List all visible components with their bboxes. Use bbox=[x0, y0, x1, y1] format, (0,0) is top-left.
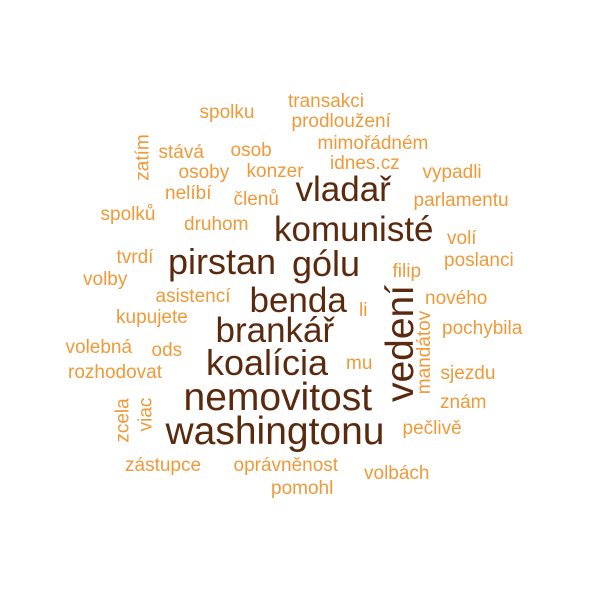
word-benda: benda bbox=[249, 280, 347, 320]
word-idnes-cz: idnes.cz bbox=[330, 152, 400, 174]
word-golu: gólu bbox=[292, 243, 361, 284]
word-mu: mu bbox=[346, 352, 373, 374]
word-opravnenost: oprávněnost bbox=[233, 454, 339, 476]
word-znam: znám bbox=[440, 391, 487, 413]
word-kupujete: kupujete bbox=[116, 306, 188, 328]
word-stava: stává bbox=[158, 141, 204, 163]
word-osoby: osoby bbox=[178, 161, 230, 183]
word-druhom: druhom bbox=[184, 213, 249, 235]
word-spolku: spolků bbox=[100, 203, 156, 225]
word-li: li bbox=[359, 299, 368, 321]
word-parlamentu: parlamentu bbox=[413, 189, 509, 211]
word-osob: osob bbox=[230, 139, 272, 161]
word-pomohl: pomohl bbox=[271, 477, 334, 499]
word-ods: ods bbox=[151, 339, 183, 361]
word-sjezdu: sjezdu bbox=[440, 362, 496, 384]
word-pochybila: pochybila bbox=[442, 317, 523, 339]
word-konzer: konzer bbox=[246, 160, 304, 182]
word-zastupce: zástupce bbox=[125, 454, 202, 476]
word-nelibi: nelíbí bbox=[165, 182, 212, 204]
word-nemovitost: nemovitost bbox=[183, 375, 373, 419]
word-mimoradnem: mimořádném bbox=[317, 132, 429, 154]
word-koalicia: koalícia bbox=[206, 342, 329, 383]
word-noveho: nového bbox=[425, 287, 488, 309]
word-zatim: zatím bbox=[132, 133, 154, 181]
word-washingtonu: washingtonu bbox=[165, 409, 385, 453]
word-prodlouzeni: prodloužení bbox=[291, 110, 391, 132]
word-vypadli: vypadli bbox=[422, 161, 482, 183]
word-rozhodovat: rozhodovat bbox=[68, 361, 163, 383]
word-komuniste: komunisté bbox=[274, 209, 434, 249]
word-voli: volí bbox=[447, 227, 477, 249]
word-clenu: členů bbox=[233, 188, 279, 210]
word-volbach: volbách bbox=[364, 462, 430, 484]
word-transakci: transakci bbox=[288, 90, 365, 112]
word-mandatov: mandátov bbox=[413, 310, 435, 394]
word-volebna: volebná bbox=[65, 336, 133, 358]
word-tvrdi: tvrdí bbox=[116, 246, 154, 268]
word-zcela: zcela bbox=[112, 397, 134, 443]
word-peclive: pečlivě bbox=[402, 417, 462, 439]
word-brankar: brankář bbox=[215, 310, 335, 350]
word-spolku: spolku bbox=[199, 101, 255, 123]
word-poslanci: poslanci bbox=[444, 249, 514, 271]
word-filip: filip bbox=[392, 260, 422, 282]
word-asistenci: asistencí bbox=[155, 285, 231, 307]
word-vladar: vladař bbox=[295, 169, 391, 209]
word-volby: volby bbox=[83, 268, 128, 290]
word-viac: viac bbox=[135, 397, 157, 431]
word-pirstan: pirstan bbox=[168, 241, 277, 282]
